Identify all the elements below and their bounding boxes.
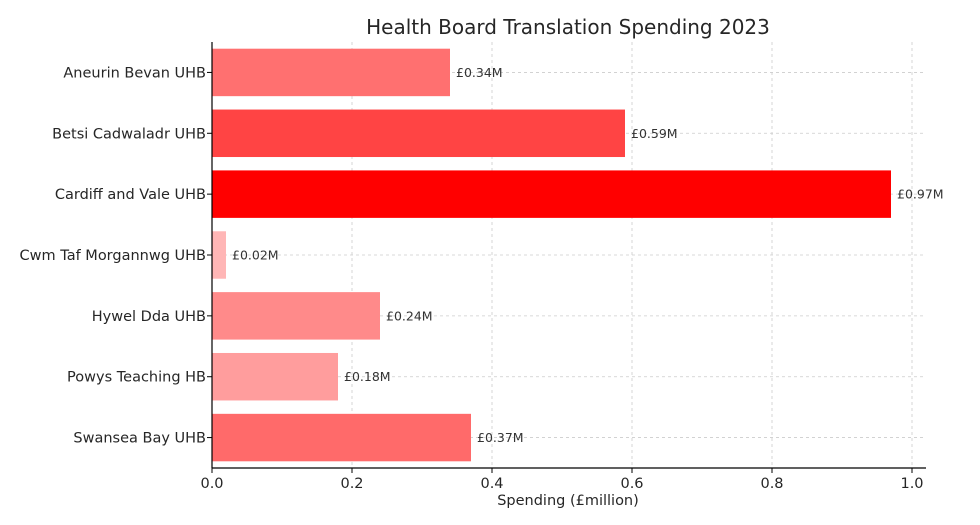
x-tick-label: 0.0 [200,476,223,492]
data-label: £0.37M [477,430,524,445]
grid-layer [211,42,926,468]
data-label: £0.59M [631,126,678,141]
data-label: £0.02M [232,248,279,263]
x-tick-label: 0.4 [480,476,503,492]
bar [212,109,625,158]
x-tick-label: 0.2 [340,476,363,492]
chart-title: Health Board Translation Spending 2023 [366,15,770,39]
labels-layer: 0.0 0.2 0.4 0.6 0.8 1.0 Aneurin Bevan UHB £0.34… [20,65,944,492]
category-label: Swansea Bay UHB [73,431,206,447]
data-label: £0.34M [456,65,503,80]
category-label: Cwm Taf Morgannwg UHB [20,248,206,264]
bar [212,48,450,97]
category-label: Betsi Cadwaladr UHB [52,126,206,142]
x-tick-label: 0.6 [620,476,643,492]
category-label: Hywel Dda UHB [92,309,206,325]
data-label: £0.18M [344,369,391,384]
category-label: Aneurin Bevan UHB [63,65,206,81]
bars-layer [212,48,891,462]
bar [212,413,471,462]
x-tick-label: 1.0 [900,476,923,492]
axes-layer [207,42,926,473]
x-axis-title: Spending (£million) [497,493,639,509]
bar [212,170,891,218]
bar [212,352,338,401]
category-label: Powys Teaching HB [67,370,206,386]
category-label: Cardiff and Vale UHB [55,187,206,203]
x-tick-label: 0.8 [760,476,783,492]
data-label: £0.97M [897,187,944,202]
data-label: £0.24M [386,308,433,323]
bar [212,231,226,279]
bar [212,292,380,340]
